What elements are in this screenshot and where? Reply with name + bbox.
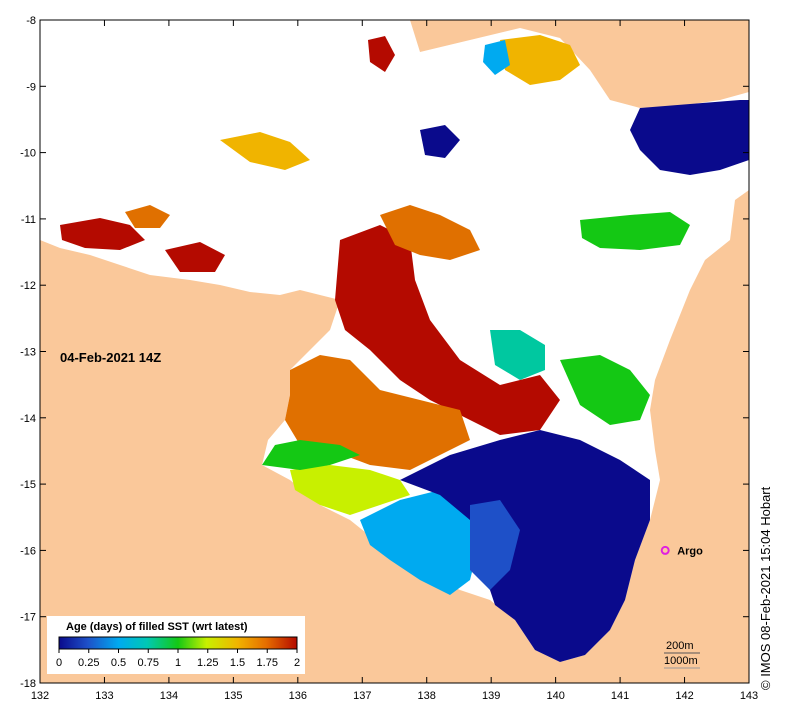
argo-label: Argo — [677, 545, 703, 557]
y-tick-label: -18 — [20, 678, 36, 690]
sst-patch-age-1 — [262, 440, 360, 470]
sst-patch-age-2-west-2 — [165, 242, 225, 272]
colorbar-title: Age (days) of filled SST (wrt latest) — [66, 621, 248, 633]
sst-patch-age-2 — [335, 225, 560, 435]
depth-label-1000: 1000m — [664, 655, 698, 667]
x-tick-label: 143 — [740, 690, 758, 702]
sst-patch-age-1-75-north — [380, 205, 480, 260]
colorbar-tick-label: 0.75 — [138, 657, 159, 669]
x-tick-label: 134 — [160, 690, 178, 702]
colorbar-tick-label: 1.25 — [197, 657, 218, 669]
colorbar-tick-label: 0.5 — [111, 657, 126, 669]
sst-patch-age-0 — [400, 430, 650, 662]
x-tick-label: 135 — [224, 690, 242, 702]
sst-patch-age-1-75-west — [125, 205, 170, 228]
x-tick-label: 139 — [482, 690, 500, 702]
sst-patch-age-0-5-north — [483, 40, 510, 75]
y-tick-label: -11 — [21, 214, 36, 226]
y-tick-label: -16 — [20, 545, 36, 557]
sst-patch-age-1-east-2 — [560, 355, 650, 425]
x-tick-label: 137 — [353, 690, 371, 702]
sst-patch-age-0-25 — [470, 500, 520, 590]
colorbar-tick-label: 2 — [294, 657, 300, 669]
x-tick-label: 141 — [611, 690, 629, 702]
y-tick-label: -8 — [26, 15, 36, 27]
sst-patch-age-0-north — [630, 100, 749, 175]
x-tick-label: 133 — [95, 690, 113, 702]
x-tick-label: 142 — [675, 690, 693, 702]
argo-marker: Argo — [660, 545, 703, 557]
colorbar-ticks: 0 0.25 0.5 0.75 1 1.25 1.5 1.75 2 — [56, 649, 300, 669]
colorbar-tick-label: 1 — [175, 657, 181, 669]
sst-patch-age-1-25 — [290, 465, 410, 515]
y-tick-label: -9 — [26, 81, 36, 93]
colorbar-tick-label: 0 — [56, 657, 62, 669]
sst-patch-age-2-west — [60, 218, 145, 250]
x-tick-label: 132 — [31, 690, 49, 702]
x-axis: 132 133 134 135 136 137 138 139 140 141 142 143 — [31, 20, 758, 702]
sst-patch-age-1-5-west — [220, 132, 310, 170]
colorbar — [58, 636, 298, 650]
x-tick-label: 136 — [289, 690, 307, 702]
y-tick-label: -17 — [20, 612, 36, 624]
y-tick-label: -12 — [20, 280, 36, 292]
sst-patch-age-1-5-north — [500, 35, 580, 85]
x-tick-label: 138 — [418, 690, 436, 702]
sst-patch-age-0-75 — [490, 330, 545, 380]
colorbar-tick-label: 1.75 — [257, 657, 278, 669]
argo-icon — [660, 545, 670, 555]
y-axis: -8 -9 -10 -11 -12 -13 -14 -15 -16 -17 -18 — [20, 15, 749, 690]
depth-label-200: 200m — [666, 640, 694, 652]
sst-patch-age-0-5 — [360, 490, 480, 595]
sst-patch-age-1-75 — [285, 355, 470, 470]
colorbar-tick-label: 0.25 — [78, 657, 99, 669]
x-tick-label: 140 — [546, 690, 564, 702]
sst-patch-age-2-north — [368, 36, 395, 72]
credit-text: © IMOS 08-Feb-2021 15:04 Hobart — [758, 486, 773, 690]
y-tick-label: -14 — [20, 413, 36, 425]
y-tick-label: -10 — [20, 148, 36, 160]
date-label: 04-Feb-2021 14Z — [60, 350, 161, 365]
y-tick-label: -15 — [20, 479, 36, 491]
sst-patch-age-1-east — [580, 212, 690, 250]
colorbar-tick-label: 1.5 — [230, 657, 245, 669]
y-tick-label: -13 — [20, 347, 36, 359]
sst-patch-age-0-north-2 — [420, 125, 460, 158]
